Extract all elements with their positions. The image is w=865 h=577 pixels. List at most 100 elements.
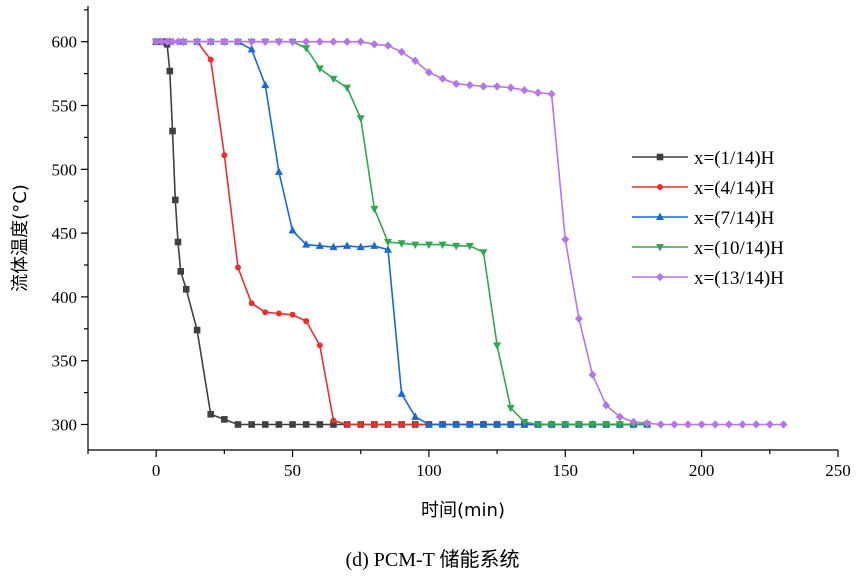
data-point bbox=[574, 314, 583, 323]
data-point bbox=[711, 420, 720, 429]
data-point bbox=[247, 37, 256, 46]
x-tick-label: 100 bbox=[416, 461, 442, 480]
x-tick-label: 250 bbox=[825, 461, 851, 480]
data-point bbox=[289, 311, 296, 318]
data-point bbox=[343, 84, 352, 93]
legend-marker bbox=[657, 184, 663, 190]
data-point bbox=[248, 421, 255, 428]
data-point bbox=[329, 37, 338, 46]
data-point bbox=[316, 421, 324, 428]
data-point bbox=[302, 421, 310, 428]
legend-item: x=(7/14)H bbox=[632, 208, 775, 229]
legend-item: x=(4/14)H bbox=[632, 178, 775, 199]
data-point bbox=[384, 239, 392, 247]
data-point bbox=[207, 56, 214, 63]
data-point bbox=[262, 309, 269, 316]
y-tick-label: 300 bbox=[52, 415, 78, 434]
data-point bbox=[506, 83, 515, 92]
data-point bbox=[315, 37, 324, 46]
y-tick-label: 550 bbox=[52, 97, 78, 116]
data-point bbox=[561, 421, 570, 429]
data-point bbox=[452, 79, 461, 89]
data-point bbox=[493, 342, 502, 350]
data-point bbox=[152, 37, 161, 46]
x-tick-label: 150 bbox=[553, 461, 579, 480]
data-point bbox=[182, 285, 190, 293]
data-point bbox=[438, 241, 447, 249]
data-point bbox=[724, 420, 733, 429]
data-point bbox=[547, 89, 556, 99]
data-point bbox=[316, 342, 323, 349]
legend-label: x=(13/14)H bbox=[694, 268, 784, 289]
data-point bbox=[424, 420, 433, 428]
data-point bbox=[479, 249, 488, 257]
data-point bbox=[656, 420, 665, 429]
data-point bbox=[670, 420, 679, 429]
legend-marker bbox=[656, 153, 664, 161]
data-point bbox=[424, 241, 433, 249]
data-point bbox=[289, 421, 296, 428]
data-point bbox=[493, 420, 502, 428]
y-tick-label: 450 bbox=[52, 224, 78, 243]
data-point bbox=[452, 420, 461, 428]
data-point bbox=[247, 44, 256, 53]
data-point bbox=[479, 82, 488, 91]
data-point bbox=[465, 420, 474, 428]
data-point bbox=[752, 420, 761, 429]
data-point bbox=[174, 37, 182, 46]
data-point bbox=[171, 196, 179, 204]
data-point bbox=[384, 245, 392, 253]
data-point bbox=[370, 241, 379, 249]
legend-label: x=(10/14)H bbox=[694, 238, 784, 259]
data-point bbox=[534, 88, 542, 97]
data-point bbox=[302, 45, 311, 53]
data-point bbox=[561, 235, 570, 244]
y-tick-label: 350 bbox=[52, 352, 78, 371]
data-point bbox=[452, 242, 461, 251]
data-point bbox=[765, 420, 774, 429]
data-point bbox=[520, 418, 529, 427]
legend-label: x=(1/14)H bbox=[694, 148, 775, 169]
axes bbox=[87, 6, 838, 451]
data-point bbox=[356, 37, 365, 46]
data-point bbox=[275, 421, 283, 428]
legend-label: x=(7/14)H bbox=[694, 208, 775, 229]
data-point bbox=[163, 37, 172, 46]
data-point bbox=[174, 238, 182, 246]
data-point bbox=[248, 300, 255, 307]
data-point bbox=[779, 420, 788, 429]
data-point bbox=[643, 419, 652, 428]
data-point bbox=[207, 410, 215, 418]
data-point bbox=[193, 37, 202, 46]
legend-item: x=(10/14)H bbox=[632, 238, 784, 259]
data-point bbox=[168, 37, 177, 46]
data-point bbox=[343, 37, 352, 46]
data-point bbox=[697, 420, 706, 429]
data-point bbox=[412, 421, 419, 428]
data-point bbox=[424, 68, 433, 77]
data-point bbox=[602, 421, 611, 429]
data-point bbox=[330, 417, 337, 424]
data-point bbox=[288, 37, 297, 46]
data-point bbox=[169, 127, 176, 135]
data-point bbox=[397, 389, 406, 397]
data-point bbox=[234, 421, 242, 428]
data-point bbox=[330, 421, 337, 428]
data-point bbox=[479, 420, 488, 428]
legend-marker bbox=[656, 212, 664, 220]
data-point bbox=[234, 37, 242, 46]
data-point bbox=[588, 370, 597, 379]
x-tick-label: 200 bbox=[689, 461, 715, 480]
data-point bbox=[315, 241, 324, 249]
data-point bbox=[315, 65, 324, 73]
data-point bbox=[493, 82, 502, 91]
legend-item: x=(13/14)H bbox=[632, 268, 784, 289]
data-point bbox=[411, 241, 420, 249]
data-point bbox=[520, 86, 529, 95]
data-point bbox=[329, 75, 338, 84]
data-point bbox=[397, 240, 406, 248]
data-point bbox=[344, 421, 351, 428]
data-point bbox=[602, 401, 611, 410]
data-point bbox=[274, 37, 283, 46]
data-point bbox=[275, 310, 282, 317]
